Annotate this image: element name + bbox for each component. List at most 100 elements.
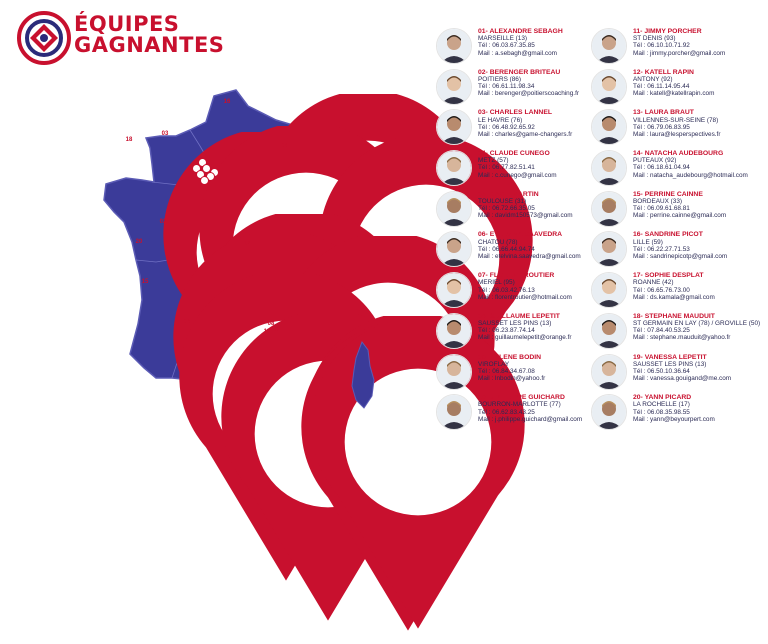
coach-phone: Tél : 06.50.10.36.64 [633,367,690,375]
paris-marker-cluster[interactable] [188,156,219,186]
coach-name: 02- BERENGER BRITEAU [478,68,561,76]
coach-email[interactable]: Mail : j.philippe.guichard@gmail.com [478,415,583,423]
coach-entry: 03- CHARLES LANNEL LE HAVRE (76) Tél : 06.… [436,107,601,148]
coach-name: 10- J.PHILIPPE GUICHARD [478,394,565,402]
map-pin-label: 02 [159,219,167,225]
coach-city: BOURRON-MARLOTTE (77) [478,401,561,409]
coach-city: CHATOU (78) [478,238,518,246]
logo: ÉQUIPES GAGNANTES [16,10,224,68]
coach-name: 13- LAURA BRAUT [633,109,694,117]
coach-email[interactable]: Mail : jimmy.porcher@gmail.com [633,49,726,57]
coach-city: ST GERMAIN EN LAY (78) / GROVILLE (50) [633,320,761,328]
coach-email[interactable]: Mail : laura@lesperspectives.fr [633,130,721,138]
coach-email[interactable]: Mail : guillaumelepetit@orange.fr [478,334,572,342]
coach-email[interactable]: Mail : berenger@poitierscoaching.fr [478,90,579,98]
map-pin-label: 08 [267,321,275,327]
coach-phone: Tél : 06.66.44.94.74 [478,245,535,253]
coach-details: 17- SOPHIE DESPLAT ROANNE (42) Tél : 06.65… [633,272,765,301]
coach-name: 09- HELENE BODIN [478,353,542,361]
coach-email[interactable]: Mail : yann@beyourpert.com [633,415,715,423]
coach-photo [436,353,472,390]
coach-city: LA ROCHELLE (17) [633,401,690,409]
coach-details: 19- VANESSA LEPETIT SAUSSET LES PINS (13)… [633,354,765,383]
coach-details: 03- CHARLES LANNEL LE HAVRE (76) Tél : 06.… [478,109,610,138]
coach-city: POITIERS (86) [478,75,521,83]
coach-email[interactable]: Mail : natacha_audebourg@hotmail.com [633,171,748,179]
coach-photo [436,109,472,146]
logo-wordmark: ÉQUIPES GAGNANTES [74,14,224,56]
coach-photo [436,28,472,64]
coach-photo [436,68,472,105]
coach-email[interactable]: Mail : katell@katellrapin.com [633,90,715,98]
coach-phone: Tél : 06.48.92.65.92 [478,123,535,131]
coach-entry: 08- GUILLAUME LEPETIT SAUSSET LES PINS (1… [436,311,601,352]
coach-city: MARSEILLE (13) [478,35,528,43]
coach-roster: 01- ALEXANDRE SEBAGH MARSEILLE (13) Tél : … [436,26,766,446]
coach-details: 13- LAURA BRAUT VILLENNES-SUR-SEINE (78) T… [633,109,765,138]
coach-photo [436,190,472,227]
coach-name: 05- DAVID MARTIN [478,190,539,198]
coach-phone: Tél : 06.77.82.51.41 [478,164,535,172]
coach-details: 08- GUILLAUME LEPETIT SAUSSET LES PINS (1… [478,313,610,342]
coach-city: LE HAVRE (76) [478,116,523,124]
coach-photo [591,272,627,309]
coach-photo [436,231,472,268]
coach-entry: 04- CLAUDE CUNEGO METZ (57) Tél : 06.77.82… [436,148,601,189]
coach-city: SAUSSET LES PINS (13) [478,320,552,328]
coach-details: 02- BERENGER BRITEAU POITIERS (86) Tél : 0… [478,69,610,98]
coach-city: METZ (57) [478,157,509,165]
coach-email[interactable]: Mail : ds.kamala@gmail.com [633,293,715,301]
coach-details: 09- HELENE BODIN VIROFLAY Tél : 06.84.34.6… [478,354,610,383]
coach-entry: 10- J.PHILIPPE GUICHARD BOURRON-MARLOTTE … [436,392,601,433]
coach-photo [436,150,472,187]
coach-photo [436,394,472,431]
logo-line-1: ÉQUIPES [74,12,180,36]
coach-phone: Tél : 06.22.27.71.53 [633,245,690,253]
coach-phone: Tél : 06.08.35.98.55 [633,408,690,416]
coach-details: 01- ALEXANDRE SEBAGH MARSEILLE (13) Tél : … [478,28,610,57]
coach-photo [591,353,627,390]
coach-phone: Tél : 06.84.34.67.08 [478,367,535,375]
coach-city: ANTONY (92) [633,75,673,83]
coach-name: 14- NATACHA AUDEBOURG [633,150,724,158]
coach-email[interactable]: Mail : charles@game-changers.fr [478,130,573,138]
coach-city: LILLE (59) [633,238,663,246]
coach-entry: 20- YANN PICARD LA ROCHELLE (17) Tél : 06.… [591,392,756,433]
coach-details: 05- DAVID MARTIN TOULOUSE (31) Tél : 06.72… [478,191,610,220]
coach-name: 04- CLAUDE CUNEGO [478,150,550,158]
coach-email[interactable]: Mail : florentroutier@hotmail.com [478,293,572,301]
map-pin-label: 15 [141,279,149,285]
coach-name: 19- VANESSA LEPETIT [633,353,707,361]
coach-phone: Tél : 06.72.66.35.05 [478,205,535,213]
coach-entry: 07- FLORENT ROUTIER MERIEL (95) Tél : 06.0… [436,270,601,311]
coach-city: TOULOUSE (31) [478,197,527,205]
coach-email[interactable]: Mail : c.cunego@gmail.com [478,171,557,179]
coach-photo [591,109,627,146]
coach-entry: 06- ETELVINA SAAVEDRA CHATOU (78) Tél : 06… [436,229,601,270]
coach-email[interactable]: Mail : etelvina.saavedra@gmail.com [478,253,581,261]
coach-email[interactable]: Mail : sandrinepicotp@gmail.com [633,253,728,261]
coach-entry: 09- HELENE BODIN VIROFLAY Tél : 06.84.34.6… [436,352,601,393]
coach-email[interactable]: Mail : perrine.cainne@gmail.com [633,212,727,220]
coach-name: 17- SOPHIE DESPLAT [633,272,704,280]
coach-photo [591,394,627,431]
coach-phone: Tél : 07.84.40.53.25 [633,327,690,335]
coach-photo [436,312,472,349]
coach-email[interactable]: Mail : lnbodin@yahoo.fr [478,375,546,383]
coach-email[interactable]: Mail : vanessa.gouigand@me.com [633,375,732,383]
map-pin-label: 01 [273,327,281,333]
coach-details: 15- PERRINE CAINNE BORDEAUX (33) Tél : 06.… [633,191,765,220]
coach-name: 12- KATELL RAPIN [633,68,694,76]
coach-entry: 19- VANESSA LEPETIT SAUSSET LES PINS (13)… [591,352,756,393]
coach-email[interactable]: Mail : davidm150573@gmail.com [478,212,573,220]
coach-email[interactable]: Mail : stephane.mauduit@yahoo.fr [633,334,731,342]
coach-entry: 16- SANDRINE PICOT LILLE (59) Tél : 06.22.… [591,229,756,270]
coach-email[interactable]: Mail : a.sebagh@gmail.com [478,49,557,57]
coach-phone: Tél : 06.65.76.73.00 [633,286,690,294]
map-pin-label: 19 [263,329,271,335]
coach-entry: 15- PERRINE CAINNE BORDEAUX (33) Tél : 06.… [591,189,756,230]
coach-name: 06- ETELVINA SAAVEDRA [478,231,563,239]
coach-entry: 14- NATACHA AUDEBOURG PUTEAUX (92) Tél : 0… [591,148,756,189]
coach-phone: Tél : 06.23.87.74.14 [478,327,535,335]
map-pin-label: 18 [125,137,133,143]
